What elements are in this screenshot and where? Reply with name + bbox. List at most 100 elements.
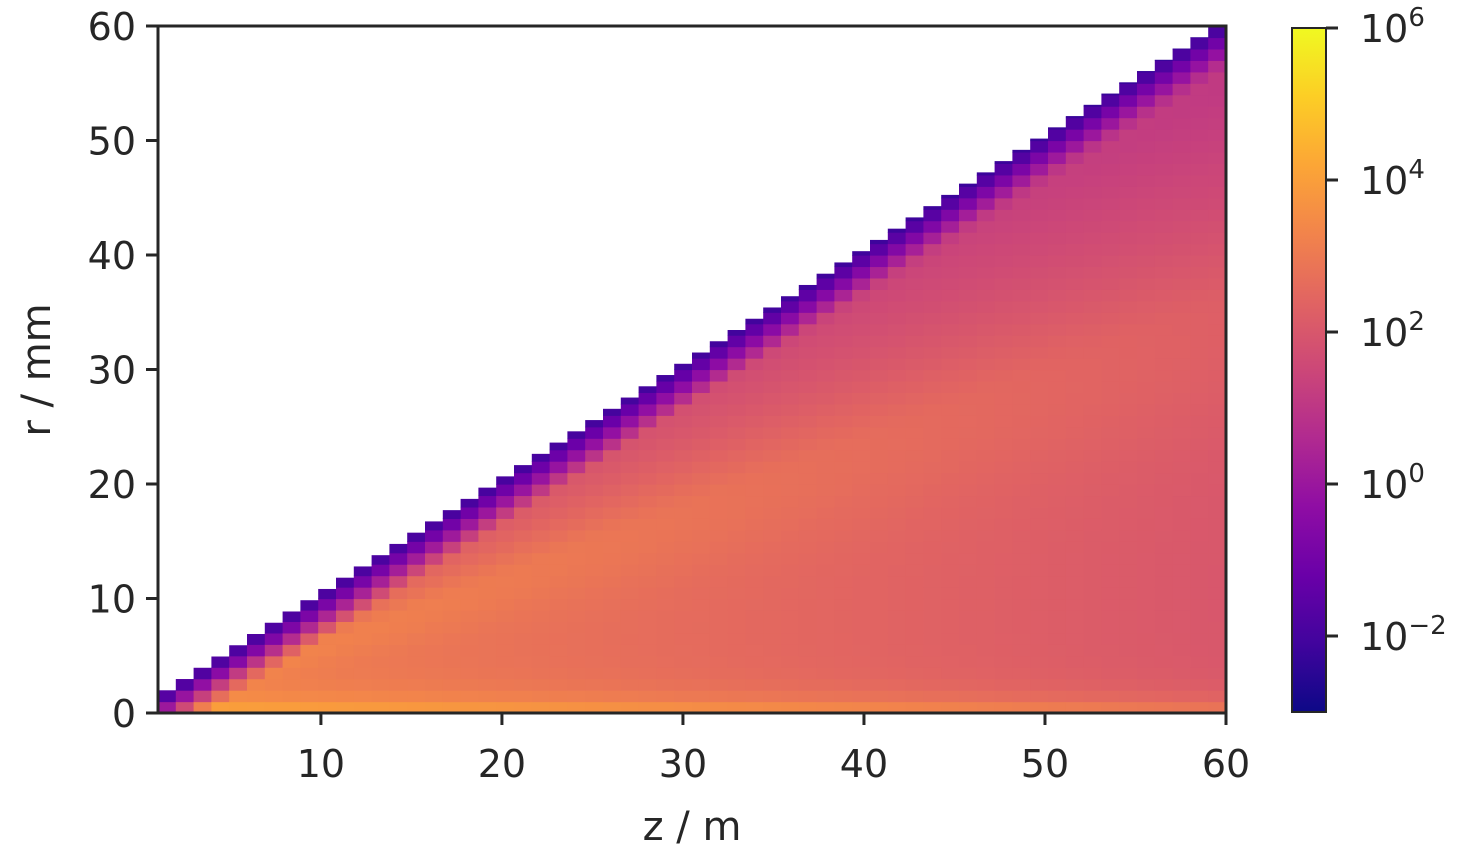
heatmap-cell (1154, 403, 1174, 416)
heatmap-cell (1048, 644, 1067, 657)
heatmap-cell (887, 415, 907, 428)
heatmap-cell (763, 564, 782, 577)
heatmap-cell (941, 564, 960, 577)
heatmap-cell (834, 518, 853, 531)
heatmap-cell (1190, 174, 1209, 187)
heatmap-cell (1208, 37, 1227, 50)
heatmap-cell (336, 609, 355, 622)
heatmap-cell (781, 392, 800, 405)
heatmap-cell (1137, 197, 1156, 210)
heatmap-cell (1048, 678, 1067, 691)
heatmap-cell (389, 621, 408, 634)
heatmap-cell (1190, 415, 1209, 428)
heatmap-cell (905, 426, 924, 439)
heatmap-cell (745, 564, 764, 577)
heatmap-cell (727, 392, 746, 405)
heatmap-cell (1065, 518, 1085, 531)
heatmap-cell (460, 701, 479, 714)
heatmap-cell (781, 495, 800, 508)
heatmap-cell (1172, 255, 1191, 268)
heatmap-cell (1083, 300, 1102, 313)
heatmap-cell (852, 369, 871, 382)
heatmap-cell (656, 678, 675, 691)
heatmap-cell (620, 564, 640, 577)
heatmap-cell (994, 220, 1013, 233)
heatmap-cell (1101, 644, 1120, 657)
heatmap-cell (798, 541, 818, 554)
heatmap-cell (745, 667, 764, 680)
heatmap-cell (816, 438, 835, 451)
heatmap-cell (852, 346, 871, 359)
heatmap-cell (834, 644, 853, 657)
heatmap-cell (923, 484, 942, 497)
heatmap-cell (798, 598, 818, 611)
heatmap-cell (1048, 312, 1067, 325)
heatmap-cell (1065, 495, 1085, 508)
heatmap-cell (816, 358, 835, 371)
heatmap-cell (531, 453, 551, 462)
heatmap-cell (531, 667, 551, 680)
heatmap-cell (1012, 403, 1031, 416)
heatmap-cell (407, 587, 426, 600)
heatmap-cell (1154, 655, 1174, 668)
heatmap-cell (692, 415, 711, 428)
heatmap-cell (870, 552, 889, 565)
heatmap-cell (994, 186, 1013, 199)
heatmap-cell (923, 335, 942, 348)
heatmap-cell (353, 644, 373, 657)
heatmap-cell (1012, 358, 1031, 371)
heatmap-cell (1190, 369, 1209, 382)
heatmap-cell (514, 552, 533, 565)
heatmap-cell (923, 438, 942, 451)
heatmap-cell (870, 632, 889, 645)
heatmap-cell (763, 369, 782, 382)
heatmap-cell (976, 518, 996, 531)
heatmap-cell (905, 217, 924, 222)
heatmap-cell (1048, 495, 1067, 508)
heatmap-cell (603, 587, 622, 600)
heatmap-cell (567, 587, 586, 600)
heatmap-cell (318, 678, 337, 691)
heatmap-cell (1030, 163, 1049, 176)
heatmap-cell (442, 575, 462, 588)
heatmap-cell (1137, 358, 1156, 371)
heatmap-cell (567, 541, 586, 554)
heatmap-cell (834, 289, 853, 302)
heatmap-cell (460, 498, 479, 508)
heatmap-cell (496, 575, 515, 588)
heatmap-cell (1048, 266, 1067, 279)
heatmap-cell (1208, 232, 1227, 245)
heatmap-cell (1048, 655, 1067, 668)
heatmap-cell (727, 346, 746, 359)
heatmap-cell (1190, 60, 1209, 73)
heatmap-cell (1083, 552, 1102, 565)
heatmap-cell (870, 495, 889, 508)
heatmap-cell (1190, 609, 1209, 622)
heatmap-cell (318, 588, 337, 600)
heatmap-cell (674, 678, 693, 691)
heatmap-cell (638, 621, 657, 634)
heatmap-cell (692, 449, 711, 462)
heatmap-cell (994, 392, 1013, 405)
heatmap-cell (389, 690, 408, 703)
heatmap-cell (905, 277, 924, 290)
heatmap-cell (1101, 323, 1120, 336)
heatmap-cell (763, 438, 782, 451)
heatmap-cell (1030, 220, 1049, 233)
heatmap-cell (514, 484, 533, 497)
heatmap-cell (798, 518, 818, 531)
heatmap-cell (905, 564, 924, 577)
heatmap-cell (1172, 129, 1191, 142)
heatmap-cell (976, 289, 996, 302)
heatmap-cell (514, 690, 533, 703)
heatmap-cell (1154, 83, 1174, 96)
heatmap-cell (1137, 701, 1156, 714)
heatmap-cell (816, 461, 835, 474)
heatmap-cell (282, 632, 301, 645)
heatmap-cell (870, 484, 889, 497)
heatmap-cell (923, 449, 942, 462)
heatmap-cell (692, 598, 711, 611)
heatmap-cell (1154, 232, 1174, 245)
heatmap-cell (745, 655, 764, 668)
y-tick-label: 40 (88, 234, 136, 278)
